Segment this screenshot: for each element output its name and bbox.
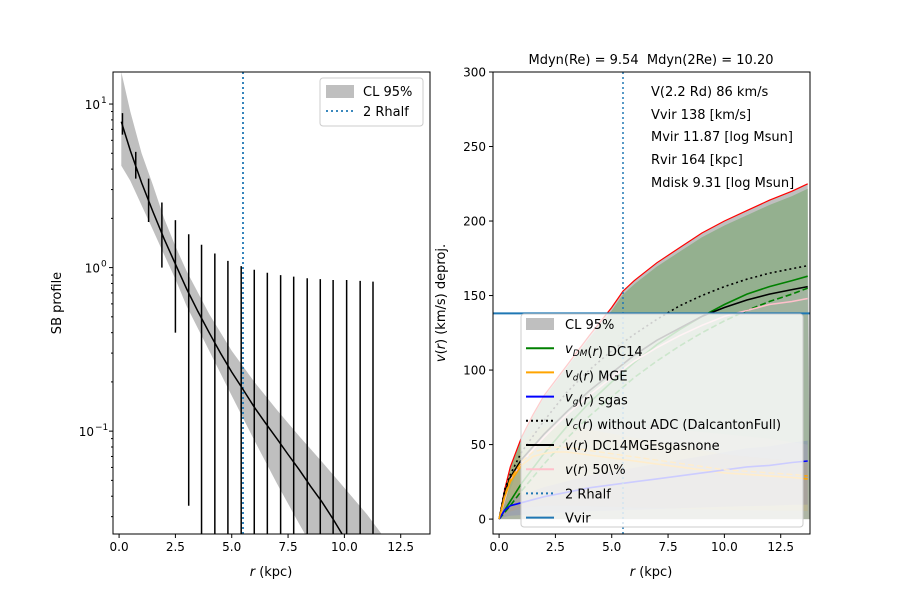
rc-y-tick-label: 150 bbox=[463, 289, 486, 303]
sb-y-tick-label: 10 bbox=[85, 98, 100, 112]
sb-cl95-band bbox=[121, 72, 382, 534]
rc-legend-label: Vvir bbox=[565, 512, 591, 527]
annotation-mdisk: Mdisk 9.31 [log Msun] bbox=[651, 176, 794, 191]
rc-legend-label: CL 95% bbox=[565, 318, 614, 333]
rc-x-tick-label: 7.5 bbox=[659, 540, 678, 554]
rc-y-axis-label: v(r) (km/s) deproj. bbox=[434, 244, 449, 362]
rc-x-tick-label: 2.5 bbox=[546, 540, 565, 554]
rc-legend-box bbox=[520, 313, 804, 528]
legend-swatch-cl95 bbox=[326, 85, 354, 98]
sb-x-axis-label: r (kpc) bbox=[250, 565, 293, 580]
rotation-curve-panel: 0.0 2.5 5.0 7.5 10.0 12.5 050100150200250300 … bbox=[434, 53, 811, 580]
sb-plot-area bbox=[120, 72, 382, 534]
sb-axes-frame bbox=[112, 71, 431, 535]
rc-x-tick-label: 0.0 bbox=[490, 540, 509, 554]
rc-y-tick-label: 250 bbox=[463, 140, 486, 154]
annotation-mvir: Mvir 11.87 [log Msun] bbox=[651, 130, 793, 145]
rc-x-tick-label: 12.5 bbox=[767, 540, 794, 554]
rc-legend-label: vg(r) sgas bbox=[565, 391, 628, 409]
rc-legend-label: v(r) 50\% bbox=[565, 463, 626, 478]
rc-legend-label: vd(r) MGE bbox=[565, 366, 628, 384]
rc-legend-label: 2 Rhalf bbox=[565, 487, 611, 502]
rc-y-tick-label: 100 bbox=[463, 364, 486, 378]
annotation-v22rd: V(2.2 Rd) 86 km/s bbox=[651, 85, 769, 100]
rc-x-axis-label: r (kpc) bbox=[630, 565, 673, 580]
rc-x-tick-label: 5.0 bbox=[602, 540, 621, 554]
legend-label-cl95: CL 95% bbox=[363, 85, 412, 100]
rc-legend-label: vDM(r) DC14 bbox=[565, 342, 643, 360]
rc-y-tick-label: 0 bbox=[478, 513, 486, 527]
sb-x-tick-label: 5.0 bbox=[222, 540, 241, 554]
rc-y-ticks: 0 50 100 150 200 250 300 bbox=[463, 66, 493, 527]
annotation-vvir: Vvir 138 [km/s] bbox=[651, 108, 751, 123]
rc-y-tick-label: 50 bbox=[471, 438, 486, 452]
sb-x-tick-label: 12.5 bbox=[387, 540, 414, 554]
rc-x-ticks: 0.0 2.5 5.0 7.5 10.0 12.5 bbox=[490, 534, 794, 554]
sb-x-tick-label: 2.5 bbox=[166, 540, 185, 554]
rc-legend-label: v(r) DC14MGEsgasnone bbox=[565, 439, 720, 454]
sb-y-tick-exponent: 1 bbox=[101, 96, 107, 106]
sb-model-line bbox=[120, 121, 343, 534]
rc-x-tick-label: 10.0 bbox=[711, 540, 738, 554]
rc-legend-label: vc(r) without ADC (DalcantonFull) bbox=[565, 415, 781, 433]
sb-legend: CL 95% 2 Rhalf bbox=[319, 77, 424, 127]
rc-axes-frame bbox=[492, 71, 811, 535]
sb-y-axis-label: SB profile bbox=[50, 272, 65, 334]
legend-label-2rhalf: 2 Rhalf bbox=[363, 105, 409, 120]
sb-x-tick-label: 10.0 bbox=[331, 540, 358, 554]
rc-y-tick-label: 200 bbox=[463, 215, 486, 229]
sb-y-tick-label: 10 bbox=[85, 262, 100, 276]
rc-legend-swatch bbox=[526, 318, 554, 330]
sb-y-tick-exponent: −1 bbox=[95, 423, 108, 433]
sb-y-tick-exponent: 0 bbox=[101, 260, 107, 270]
sb-x-ticks: 0.0 2.5 5.0 7.5 10.0 12.5 bbox=[110, 534, 414, 554]
rc-annotations: V(2.2 Rd) 86 km/s Vvir 138 [km/s] Mvir 1… bbox=[651, 85, 794, 191]
rc-title: Mdyn(Re) = 9.54 Mdyn(2Re) = 10.20 bbox=[529, 53, 774, 68]
sb-x-tick-label: 7.5 bbox=[279, 540, 298, 554]
annotation-rvir: Rvir 164 [kpc] bbox=[651, 153, 743, 168]
sb-x-tick-label: 0.0 bbox=[110, 540, 129, 554]
sb-y-tick-label: 10 bbox=[79, 425, 94, 439]
rc-y-tick-label: 300 bbox=[463, 66, 486, 80]
rc-legend: CL 95% vDM(r) DC14 vd(r) MGE vg(r) sgas vc(r… bbox=[520, 313, 804, 528]
